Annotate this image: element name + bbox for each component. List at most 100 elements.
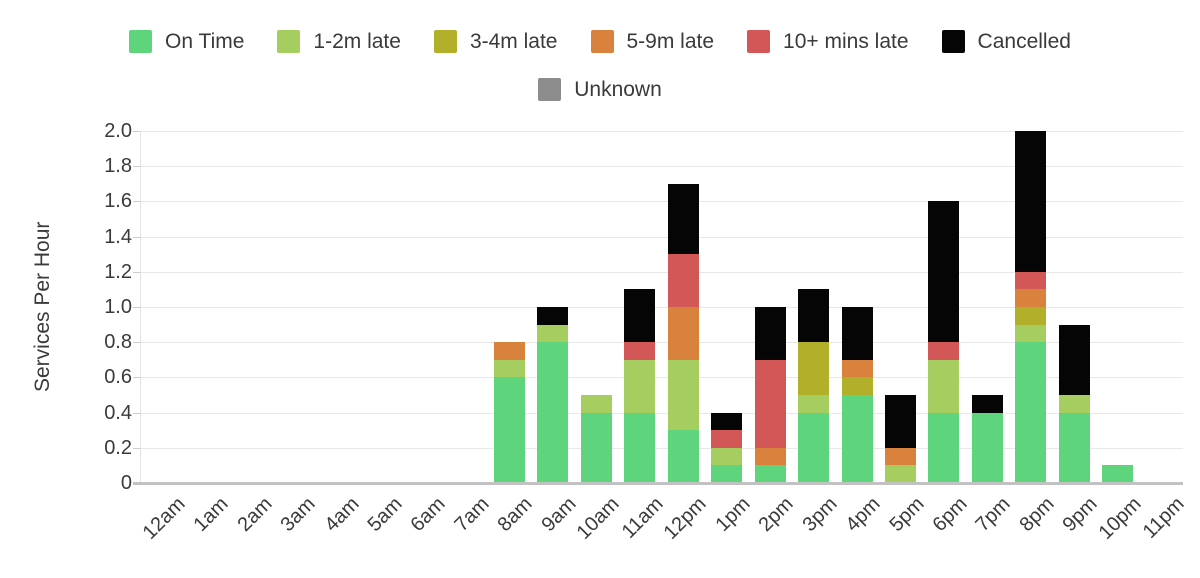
bar-segment-3pm-on-time[interactable]: [798, 412, 830, 483]
legend-row: Unknown: [538, 78, 662, 101]
bar-segment-10am-on-time[interactable]: [580, 412, 612, 483]
legend-label: 10+ mins late: [783, 30, 909, 53]
bar-segment-6pm-on-time[interactable]: [928, 412, 960, 483]
y-tick-mark: [133, 201, 140, 203]
bar-segment-1pm-10-mins-late[interactable]: [711, 430, 743, 448]
legend-item-1-2m-late[interactable]: 1-2m late: [277, 30, 401, 53]
chart-legend: On Time 1-2m late 3-4m late 5-9m late 10+ mi…: [0, 30, 1200, 101]
bar-segment-11am-cancelled[interactable]: [624, 289, 656, 343]
bar-segment-5pm-1-2m-late[interactable]: [885, 465, 917, 483]
bar-segment-8pm-cancelled[interactable]: [1015, 131, 1047, 272]
bar-segment-5pm-cancelled[interactable]: [885, 395, 917, 448]
bar-segment-11am-10-mins-late[interactable]: [624, 342, 656, 360]
y-tick-mark: [133, 131, 140, 132]
bar-segment-3pm-3-4m-late[interactable]: [798, 342, 830, 395]
y-tick-mark: [133, 342, 140, 344]
bar-segment-11am-on-time[interactable]: [624, 412, 656, 483]
gridline: [140, 342, 1183, 344]
legend-swatch-icon: [129, 30, 153, 53]
bar-segment-10am-1-2m-late[interactable]: [580, 395, 612, 413]
bar-segment-12pm-cancelled[interactable]: [667, 183, 699, 255]
gridline: [140, 166, 1183, 168]
gridline: [140, 447, 1183, 449]
legend-item-5-9m-late[interactable]: 5-9m late: [590, 30, 715, 53]
y-axis-title: Services Per Hour: [31, 221, 54, 393]
gridline: [140, 271, 1183, 273]
y-tick-mark: [133, 166, 140, 168]
legend-row: On Time 1-2m late 3-4m late 5-9m late 10+ mi…: [129, 30, 1071, 53]
legend-label: Unknown: [574, 78, 662, 101]
bar-segment-1pm-on-time[interactable]: [711, 465, 743, 483]
bar-segment-3pm-1-2m-late[interactable]: [798, 395, 830, 413]
bar-segment-10pm-on-time[interactable]: [1102, 465, 1134, 483]
bar-segment-6pm-cancelled[interactable]: [928, 201, 960, 343]
bar-segment-8am-1-2m-late[interactable]: [493, 359, 525, 378]
legend-item-cancelled[interactable]: Cancelled: [941, 30, 1071, 53]
legend-swatch-icon: [590, 30, 614, 53]
bar-segment-8pm-5-9m-late[interactable]: [1015, 289, 1047, 307]
bar-segment-7pm-on-time[interactable]: [971, 412, 1003, 483]
legend-swatch-icon: [433, 30, 457, 53]
bar-segment-4pm-cancelled[interactable]: [841, 307, 873, 360]
bar-segment-11am-1-2m-late[interactable]: [624, 359, 656, 413]
bar-segment-9pm-1-2m-late[interactable]: [1058, 395, 1090, 413]
y-tick-label: 0.8: [104, 331, 132, 354]
bar-segment-8pm-10-mins-late[interactable]: [1015, 271, 1047, 290]
legend-item-on-time[interactable]: On Time: [129, 30, 244, 53]
legend-label: 3-4m late: [469, 30, 558, 53]
bar-segment-8am-on-time[interactable]: [493, 377, 525, 483]
legend-swatch-icon: [941, 30, 965, 53]
bar-segment-12pm-1-2m-late[interactable]: [667, 359, 699, 431]
gridline: [140, 377, 1183, 379]
bar-segment-2pm-5-9m-late[interactable]: [754, 447, 786, 466]
bar-segment-7pm-cancelled[interactable]: [971, 395, 1003, 413]
legend-label: Cancelled: [977, 30, 1071, 53]
x-axis-line: [133, 482, 1183, 485]
y-tick-mark: [133, 447, 140, 449]
bar-segment-4pm-3-4m-late[interactable]: [841, 377, 873, 395]
legend-swatch-icon: [538, 78, 562, 101]
y-tick-label: 1.8: [104, 155, 132, 178]
legend-label: 1-2m late: [313, 30, 401, 53]
gridline: [140, 131, 1183, 132]
gridline: [140, 307, 1183, 308]
bar-segment-9am-cancelled[interactable]: [537, 307, 569, 325]
bar-segment-12pm-5-9m-late[interactable]: [667, 307, 699, 360]
bar-segment-8pm-on-time[interactable]: [1015, 342, 1047, 483]
legend-label: 5-9m late: [626, 30, 715, 53]
bar-segment-4pm-on-time[interactable]: [841, 395, 873, 483]
y-tick-label: 0.2: [104, 436, 132, 459]
legend-item-10-mins-late[interactable]: 10+ mins late: [747, 30, 909, 53]
bar-segment-8am-5-9m-late[interactable]: [493, 342, 525, 360]
bar-segment-9pm-cancelled[interactable]: [1058, 324, 1090, 395]
bar-segment-2pm-on-time[interactable]: [754, 465, 786, 483]
bar-segment-1pm-cancelled[interactable]: [711, 412, 743, 431]
bar-segment-5pm-5-9m-late[interactable]: [885, 447, 917, 466]
legend-swatch-icon: [747, 30, 771, 53]
bar-segment-12pm-10-mins-late[interactable]: [667, 254, 699, 307]
bar-segment-1pm-1-2m-late[interactable]: [711, 447, 743, 466]
bar-segment-6pm-1-2m-late[interactable]: [928, 359, 960, 413]
legend-swatch-icon: [277, 30, 301, 53]
bar-segment-9am-on-time[interactable]: [537, 342, 569, 483]
legend-item-unknown[interactable]: Unknown: [538, 78, 662, 101]
bar-segment-9pm-on-time[interactable]: [1058, 412, 1090, 483]
y-tick-label: 0.6: [104, 366, 132, 389]
legend-item-3-4m-late[interactable]: 3-4m late: [433, 30, 558, 53]
y-tick-label: 2.0: [104, 120, 132, 142]
bar-segment-2pm-cancelled[interactable]: [754, 307, 786, 360]
bar-segment-2pm-10-mins-late[interactable]: [754, 359, 786, 448]
y-tick-label: 0: [120, 472, 132, 494]
bar-segment-3pm-cancelled[interactable]: [798, 289, 830, 343]
bar-segment-8pm-3-4m-late[interactable]: [1015, 307, 1047, 325]
bar-segment-4pm-5-9m-late[interactable]: [841, 359, 873, 378]
legend-label: On Time: [165, 30, 245, 53]
y-tick-mark: [133, 236, 140, 238]
gridline: [140, 412, 1183, 414]
bar-segment-6pm-10-mins-late[interactable]: [928, 342, 960, 360]
bar-segment-12pm-on-time[interactable]: [667, 430, 699, 483]
bar-segment-8pm-1-2m-late[interactable]: [1015, 324, 1047, 343]
bar-segment-9am-1-2m-late[interactable]: [537, 324, 569, 343]
gridline: [140, 236, 1183, 238]
